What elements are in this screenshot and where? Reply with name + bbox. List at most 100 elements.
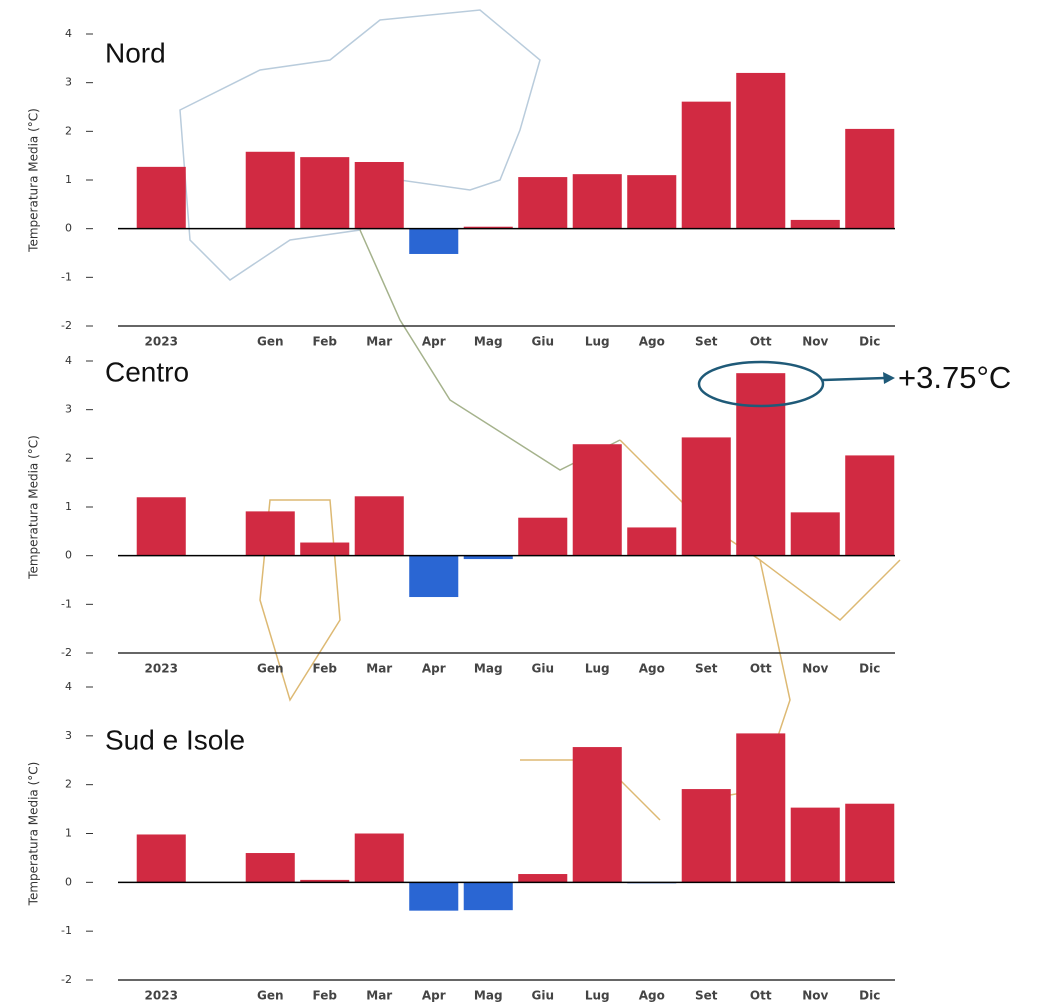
bar <box>790 807 840 883</box>
x-tick-label: Feb <box>313 989 338 1003</box>
highlight-ellipse <box>697 360 825 408</box>
bar <box>572 444 622 556</box>
bar <box>681 789 731 883</box>
panel-title: Sud e Isole <box>105 724 245 755</box>
bar <box>736 733 786 883</box>
y-tick-label: 2 <box>65 124 72 137</box>
x-tick-label: 2023 <box>145 662 178 676</box>
bar <box>736 373 786 556</box>
x-tick-label: Giu <box>531 662 554 676</box>
y-tick-label: 1 <box>65 173 72 186</box>
x-tick-label: Ott <box>750 662 772 676</box>
bar <box>681 437 731 556</box>
x-tick-label: Gen <box>257 662 284 676</box>
y-tick-label: 0 <box>65 875 72 888</box>
x-tick-label: Apr <box>422 335 446 349</box>
x-tick-label: Mar <box>366 662 392 676</box>
x-tick-label: Mag <box>474 335 503 349</box>
y-axis-label: Temperatura Media (°C) <box>27 762 41 907</box>
y-tick-label: -1 <box>61 597 72 610</box>
y-tick-label: 2 <box>65 778 72 791</box>
bar <box>845 128 895 229</box>
bar <box>790 512 840 556</box>
x-tick-label: Ago <box>639 662 665 676</box>
x-tick-label: Giu <box>531 989 554 1003</box>
x-tick-label: Feb <box>313 662 338 676</box>
y-tick-label: -2 <box>61 973 72 986</box>
bar <box>354 496 404 556</box>
y-tick-label: -1 <box>61 270 72 283</box>
y-tick-label: 4 <box>65 354 72 367</box>
x-tick-label: Nov <box>802 989 828 1003</box>
bar <box>627 175 677 229</box>
x-tick-label: Dic <box>859 989 880 1003</box>
bar <box>136 834 186 883</box>
x-tick-label: Mar <box>366 335 392 349</box>
x-tick-label: Nov <box>802 662 828 676</box>
bar <box>518 177 568 229</box>
bar <box>518 517 568 556</box>
bar <box>300 542 350 556</box>
bar <box>354 833 404 883</box>
bar <box>409 555 459 598</box>
bar <box>300 879 350 883</box>
annotation: +3.75°C <box>898 360 1011 395</box>
x-tick-label: Set <box>695 662 718 676</box>
panel-title: Centro <box>105 356 189 387</box>
x-tick-label: 2023 <box>145 335 178 349</box>
y-tick-label: 3 <box>65 403 72 416</box>
x-tick-label: Gen <box>257 335 284 349</box>
x-tick-label: Apr <box>422 989 446 1003</box>
y-tick-label: 0 <box>65 549 72 562</box>
bar <box>627 527 677 556</box>
bar <box>409 228 459 254</box>
x-tick-label: Lug <box>585 662 610 676</box>
bar <box>136 497 186 556</box>
x-tick-label: Lug <box>585 989 610 1003</box>
bar <box>354 161 404 229</box>
bar <box>572 174 622 229</box>
bar <box>245 151 295 229</box>
x-tick-label: Nov <box>802 335 828 349</box>
map-outline <box>179 9 901 821</box>
y-tick-label: 1 <box>65 827 72 840</box>
bar <box>681 101 731 229</box>
bar <box>790 219 840 229</box>
y-tick-label: 3 <box>65 729 72 742</box>
x-tick-label: Ott <box>750 335 772 349</box>
bar <box>572 747 622 883</box>
bar <box>409 882 459 911</box>
bar <box>136 166 186 229</box>
y-tick-label: 4 <box>65 27 72 40</box>
x-tick-label: Lug <box>585 335 610 349</box>
y-tick-label: -2 <box>61 646 72 659</box>
panel-title: Nord <box>105 37 166 68</box>
x-tick-label: Set <box>695 335 718 349</box>
y-tick-label: 4 <box>65 680 72 693</box>
bar <box>518 874 568 883</box>
x-tick-label: Mar <box>366 989 392 1003</box>
bar <box>845 803 895 883</box>
x-tick-label: Mag <box>474 989 503 1003</box>
bar <box>300 157 350 229</box>
x-tick-label: Giu <box>531 335 554 349</box>
bar <box>463 555 513 560</box>
y-tick-label: -2 <box>61 319 72 332</box>
bar <box>245 511 295 556</box>
x-tick-label: Apr <box>422 662 446 676</box>
bar <box>463 226 513 229</box>
annotation-arrow <box>822 376 886 382</box>
bar <box>463 882 513 911</box>
x-tick-label: Feb <box>313 335 338 349</box>
x-tick-label: Ago <box>639 989 665 1003</box>
y-tick-label: 2 <box>65 451 72 464</box>
x-tick-label: Ago <box>639 335 665 349</box>
x-tick-label: Dic <box>859 662 880 676</box>
x-tick-label: Ott <box>750 989 772 1003</box>
x-tick-label: Dic <box>859 335 880 349</box>
bar <box>845 455 895 556</box>
y-tick-label: 0 <box>65 222 72 235</box>
x-tick-label: Set <box>695 989 718 1003</box>
arrow-head <box>883 372 895 384</box>
